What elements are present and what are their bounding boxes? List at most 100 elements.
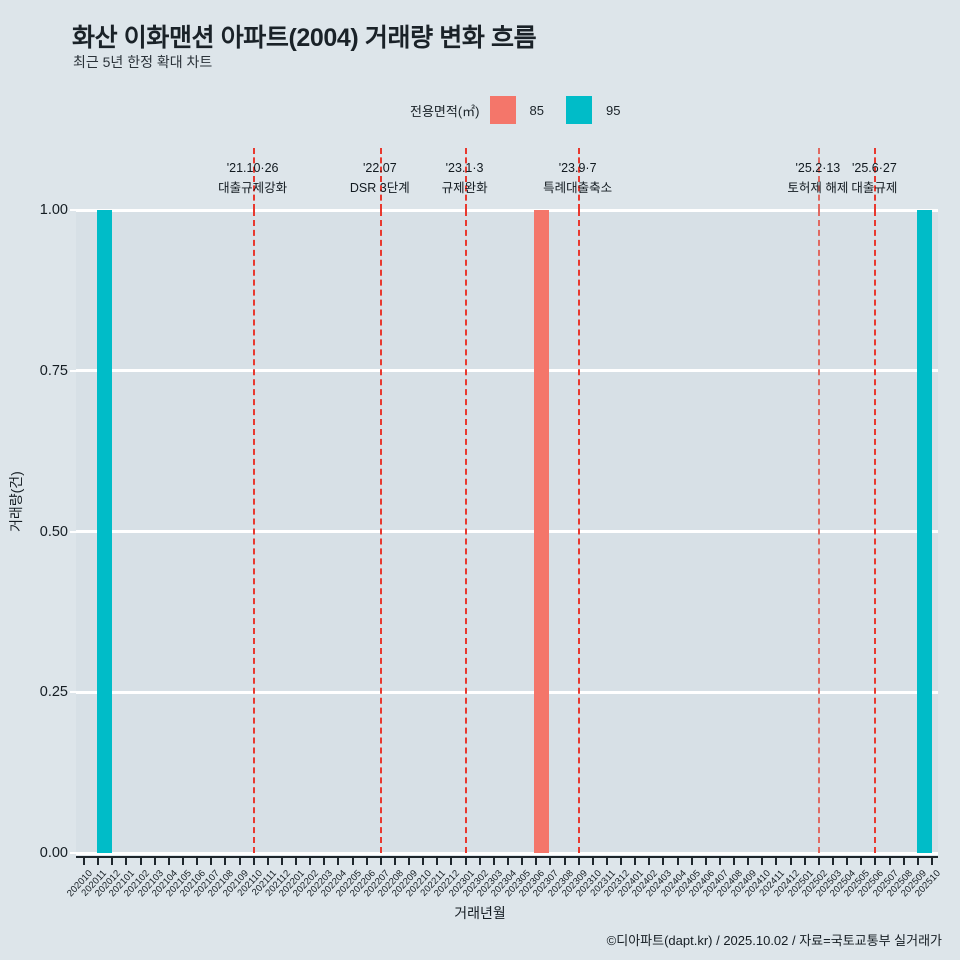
event-annotation-202309: '23.9·7 특례대출축소 [543,158,612,198]
x-tick [535,856,538,865]
x-tick [563,856,566,865]
event-annotation-202110: '21.10·26 대출규제강화 [218,158,287,198]
x-tick [280,856,283,865]
event-annotation-202301: '23.1·3 규제완화 [442,158,488,198]
y-tick-mark [70,691,76,694]
plot-area [76,208,938,855]
x-tick [803,856,806,865]
event-date: '23.1·3 [445,161,484,175]
x-tick [252,856,255,865]
event-annotation-202207: '22.07 DSR 3단계 [350,158,410,198]
x-tick [125,856,128,865]
gridline [76,851,938,855]
x-tick [662,856,665,865]
x-tick [323,856,326,865]
x-tick [916,856,919,865]
bar-95-202509[interactable] [916,210,932,853]
x-tick [309,856,312,865]
x-tick [690,856,693,865]
chart-legend: 전용면적(㎡) 85 95 [410,96,642,124]
event-label: DSR 3단계 [349,181,410,195]
x-tick [620,856,623,865]
x-tick [549,856,552,865]
event-line-202110 [252,210,255,853]
legend-item-85[interactable]: 85 [489,96,544,124]
y-tick-mark [70,852,76,854]
x-tick [676,856,679,865]
footer-note: ©디아파트(dapt.kr) / 2025.10.02 / 자료=국토교통부 실… [606,933,942,948]
y-tick-mark [70,369,76,372]
legend-label-85: 85 [529,102,544,118]
x-tick [379,856,382,865]
event-stem-202502 [817,148,820,210]
x-tick [634,856,637,865]
x-tick [153,856,156,865]
x-tick [450,856,453,865]
x-tick [817,856,820,865]
x-tick [111,856,114,865]
x-tick [704,856,707,865]
event-date: '25.6·27 [852,161,897,175]
event-label: 대출규제강화 [218,181,288,195]
x-tick [181,856,184,865]
gridline [76,530,938,533]
x-tick [210,856,213,865]
y-tick-label: 0.50 [39,523,68,540]
x-tick [747,856,750,865]
x-axis-title: 거래년월 [454,905,506,921]
event-date: '21.10·26 [226,161,279,175]
x-tick [464,856,467,865]
event-label: 대출규제 [851,181,898,195]
x-tick [521,856,524,865]
event-date: '23.9·7 [558,161,597,175]
event-date: '25.2·13 [795,161,841,175]
y-tick-mark [70,209,76,211]
y-tick-label: 0.00 [39,845,68,861]
x-tick [139,856,142,865]
x-tick [775,856,778,865]
gridline [76,208,938,212]
x-tick [874,856,877,865]
x-tick [408,856,411,865]
chart-subtitle: 최근 5년 한정 확대 차트 [73,54,213,70]
x-tick [591,856,594,865]
x-tick [789,856,792,865]
event-line-202506 [874,210,877,853]
x-tick [351,856,354,865]
x-tick [224,856,227,865]
x-tick [846,856,849,865]
x-tick [930,856,933,865]
gridline [76,690,938,694]
x-tick [422,856,425,865]
bar-95-202011[interactable] [97,210,113,853]
legend-item-95[interactable]: 95 [565,96,621,124]
x-tick [507,856,509,865]
bar-85-202307[interactable] [534,210,550,853]
event-line-202309 [577,210,580,853]
legend-label-95: 95 [605,102,621,118]
x-tick [761,856,764,865]
x-tick [718,856,721,865]
event-stem-202309 [577,148,580,210]
y-tick-mark [70,530,76,533]
x-tick [478,856,481,865]
x-tick [733,856,736,865]
y-tick-label: 0.75 [39,362,68,379]
x-tick [832,856,835,865]
x-tick [888,856,891,865]
event-stem-202506 [874,148,877,210]
x-tick [436,856,439,865]
event-stem-202207 [379,148,382,210]
x-tick [266,856,269,865]
x-tick [196,856,199,865]
x-tick [902,856,905,865]
event-line-202207 [379,210,382,853]
x-tick [605,856,608,865]
gridline [76,369,938,373]
legend-swatch-95 [565,96,592,124]
y-tick-label: 1.00 [39,202,68,218]
event-stem-202301 [464,148,467,210]
x-tick [365,856,368,865]
event-label: 규제완화 [441,181,488,195]
